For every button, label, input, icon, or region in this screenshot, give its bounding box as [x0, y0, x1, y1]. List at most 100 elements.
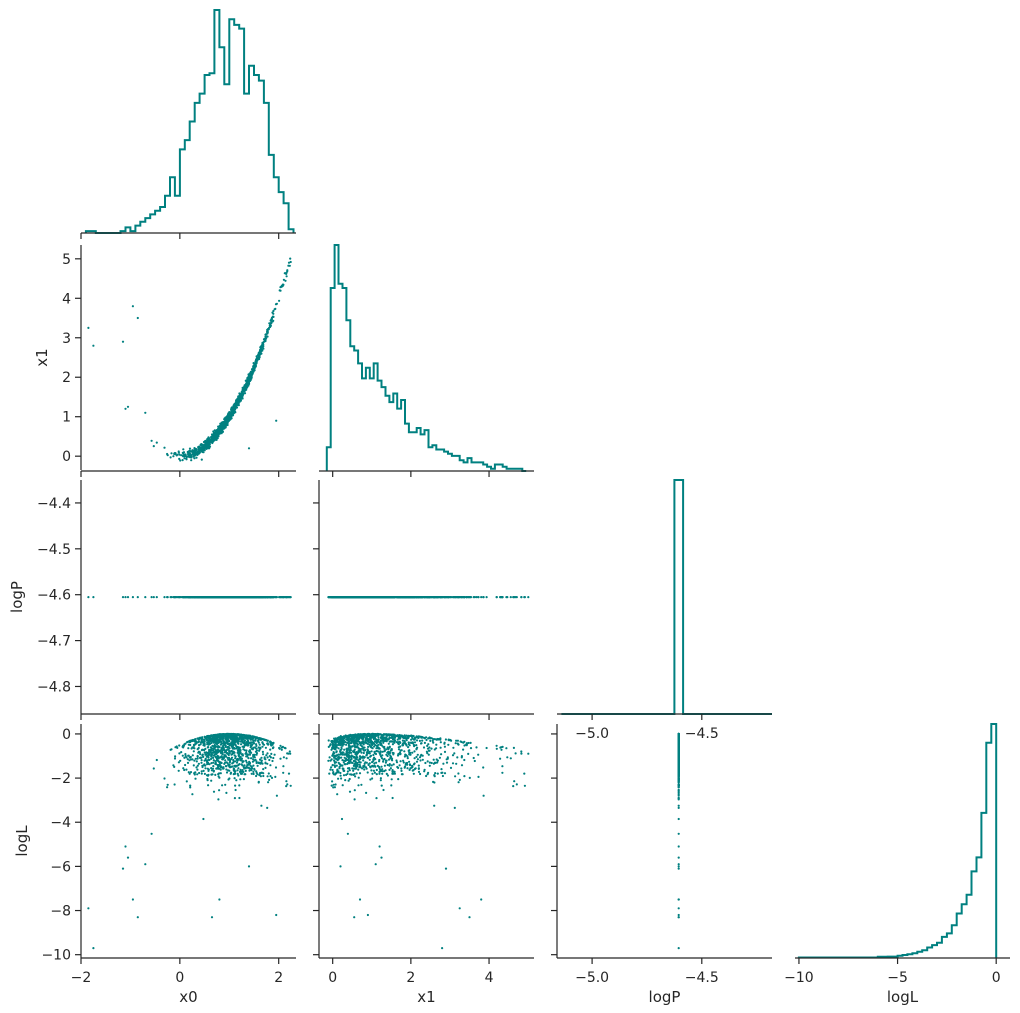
- scatter-point: [361, 596, 364, 599]
- scatter-point: [222, 421, 225, 424]
- scatter-point: [269, 756, 272, 759]
- scatter-point: [205, 442, 208, 445]
- scatter-point: [203, 772, 206, 776]
- scatter-point: [258, 353, 261, 356]
- scatter-point: [477, 596, 480, 599]
- scatter-point: [247, 447, 251, 450]
- scatter-point: [286, 752, 289, 755]
- scatter-point: [195, 760, 198, 763]
- scatter-point: [506, 596, 509, 599]
- scatter-point: [247, 737, 250, 740]
- scatter-point: [234, 404, 237, 407]
- scatter-point: [282, 765, 285, 768]
- scatter-point: [234, 784, 237, 787]
- scatter-point: [258, 352, 261, 355]
- scatter-point: [196, 768, 199, 771]
- scatter-point: [286, 269, 289, 272]
- scatter-point: [233, 777, 236, 780]
- scatter-point: [278, 746, 281, 750]
- scatter-point: [243, 749, 246, 752]
- scatter-point: [423, 596, 426, 599]
- scatter-point: [226, 419, 229, 422]
- scatter-point: [264, 336, 267, 339]
- scatter-point: [273, 753, 276, 756]
- scatter-point: [262, 772, 265, 775]
- scatter-point: [453, 596, 456, 599]
- scatter-point: [193, 759, 196, 762]
- scatter-point: [121, 596, 125, 599]
- scatter-point: [244, 384, 247, 387]
- scatter-point: [218, 789, 221, 792]
- scatter-point: [195, 452, 198, 455]
- scatter-point: [209, 746, 213, 749]
- scatter-point: [287, 261, 291, 264]
- scatter-point: [252, 772, 255, 776]
- scatter-point: [166, 786, 169, 789]
- scatter-point: [258, 743, 261, 746]
- scatter-point: [200, 596, 203, 599]
- scatter-point: [196, 754, 199, 758]
- scatter-point: [189, 596, 192, 599]
- scatter-point: [520, 596, 523, 599]
- scatter-point: [169, 748, 172, 751]
- hist-step-x1: [325, 244, 527, 472]
- scatter-point: [193, 457, 196, 460]
- scatter-point: [218, 431, 221, 434]
- scatter-point: [243, 764, 246, 767]
- scatter-point: [189, 771, 193, 774]
- scatter-point: [198, 771, 201, 775]
- scatter-point: [218, 760, 221, 764]
- scatter-point: [240, 743, 243, 746]
- scatter-point: [126, 405, 130, 408]
- scatter-point: [182, 767, 185, 770]
- scatter-point: [166, 596, 169, 599]
- scatter-point: [204, 767, 207, 770]
- scatter-point: [126, 596, 130, 599]
- scatter-point: [265, 754, 268, 757]
- scatter-logP-vs-x1: [327, 596, 530, 599]
- scatter-point: [254, 596, 257, 599]
- scatter-point: [234, 407, 237, 410]
- scatter-point: [180, 454, 183, 457]
- scatter-point: [174, 755, 177, 758]
- scatter-point: [206, 755, 209, 758]
- scatter-point: [269, 324, 272, 328]
- scatter-point: [245, 382, 248, 385]
- scatter-point: [271, 320, 274, 323]
- scatter-point: [374, 596, 377, 599]
- scatter-point: [239, 778, 242, 781]
- scatter-point: [515, 596, 518, 599]
- scatter-point: [239, 759, 242, 762]
- scatter-point: [229, 759, 232, 763]
- scatter-point: [188, 447, 192, 450]
- scatter-point: [144, 411, 147, 414]
- scatter-point: [196, 453, 199, 456]
- scatter-point: [200, 449, 203, 452]
- scatter-point: [247, 766, 250, 769]
- scatter-point: [221, 430, 224, 433]
- scatter-point: [181, 459, 184, 462]
- scatter-point: [527, 596, 530, 599]
- scatter-point: [193, 773, 196, 776]
- scatter-point: [175, 454, 178, 457]
- scatter-point: [285, 272, 288, 275]
- scatter-point: [241, 596, 245, 599]
- scatter-point: [178, 744, 181, 747]
- scatter-point: [269, 748, 272, 751]
- scatter-point: [152, 596, 155, 599]
- scatter-point: [195, 766, 198, 769]
- scatter-point: [207, 439, 210, 442]
- scatter-point: [275, 596, 278, 599]
- scatter-point: [221, 784, 224, 787]
- scatter-point: [262, 774, 265, 778]
- scatter-point: [230, 408, 233, 411]
- scatter-point: [262, 341, 265, 344]
- scatter-point: [199, 753, 202, 756]
- scatter-point: [269, 764, 272, 767]
- scatter-point: [210, 762, 213, 765]
- scatter-point: [172, 455, 175, 458]
- scatter-point: [289, 784, 292, 787]
- scatter-point: [247, 377, 250, 380]
- scatter-point: [509, 596, 512, 599]
- scatter-point: [264, 746, 267, 749]
